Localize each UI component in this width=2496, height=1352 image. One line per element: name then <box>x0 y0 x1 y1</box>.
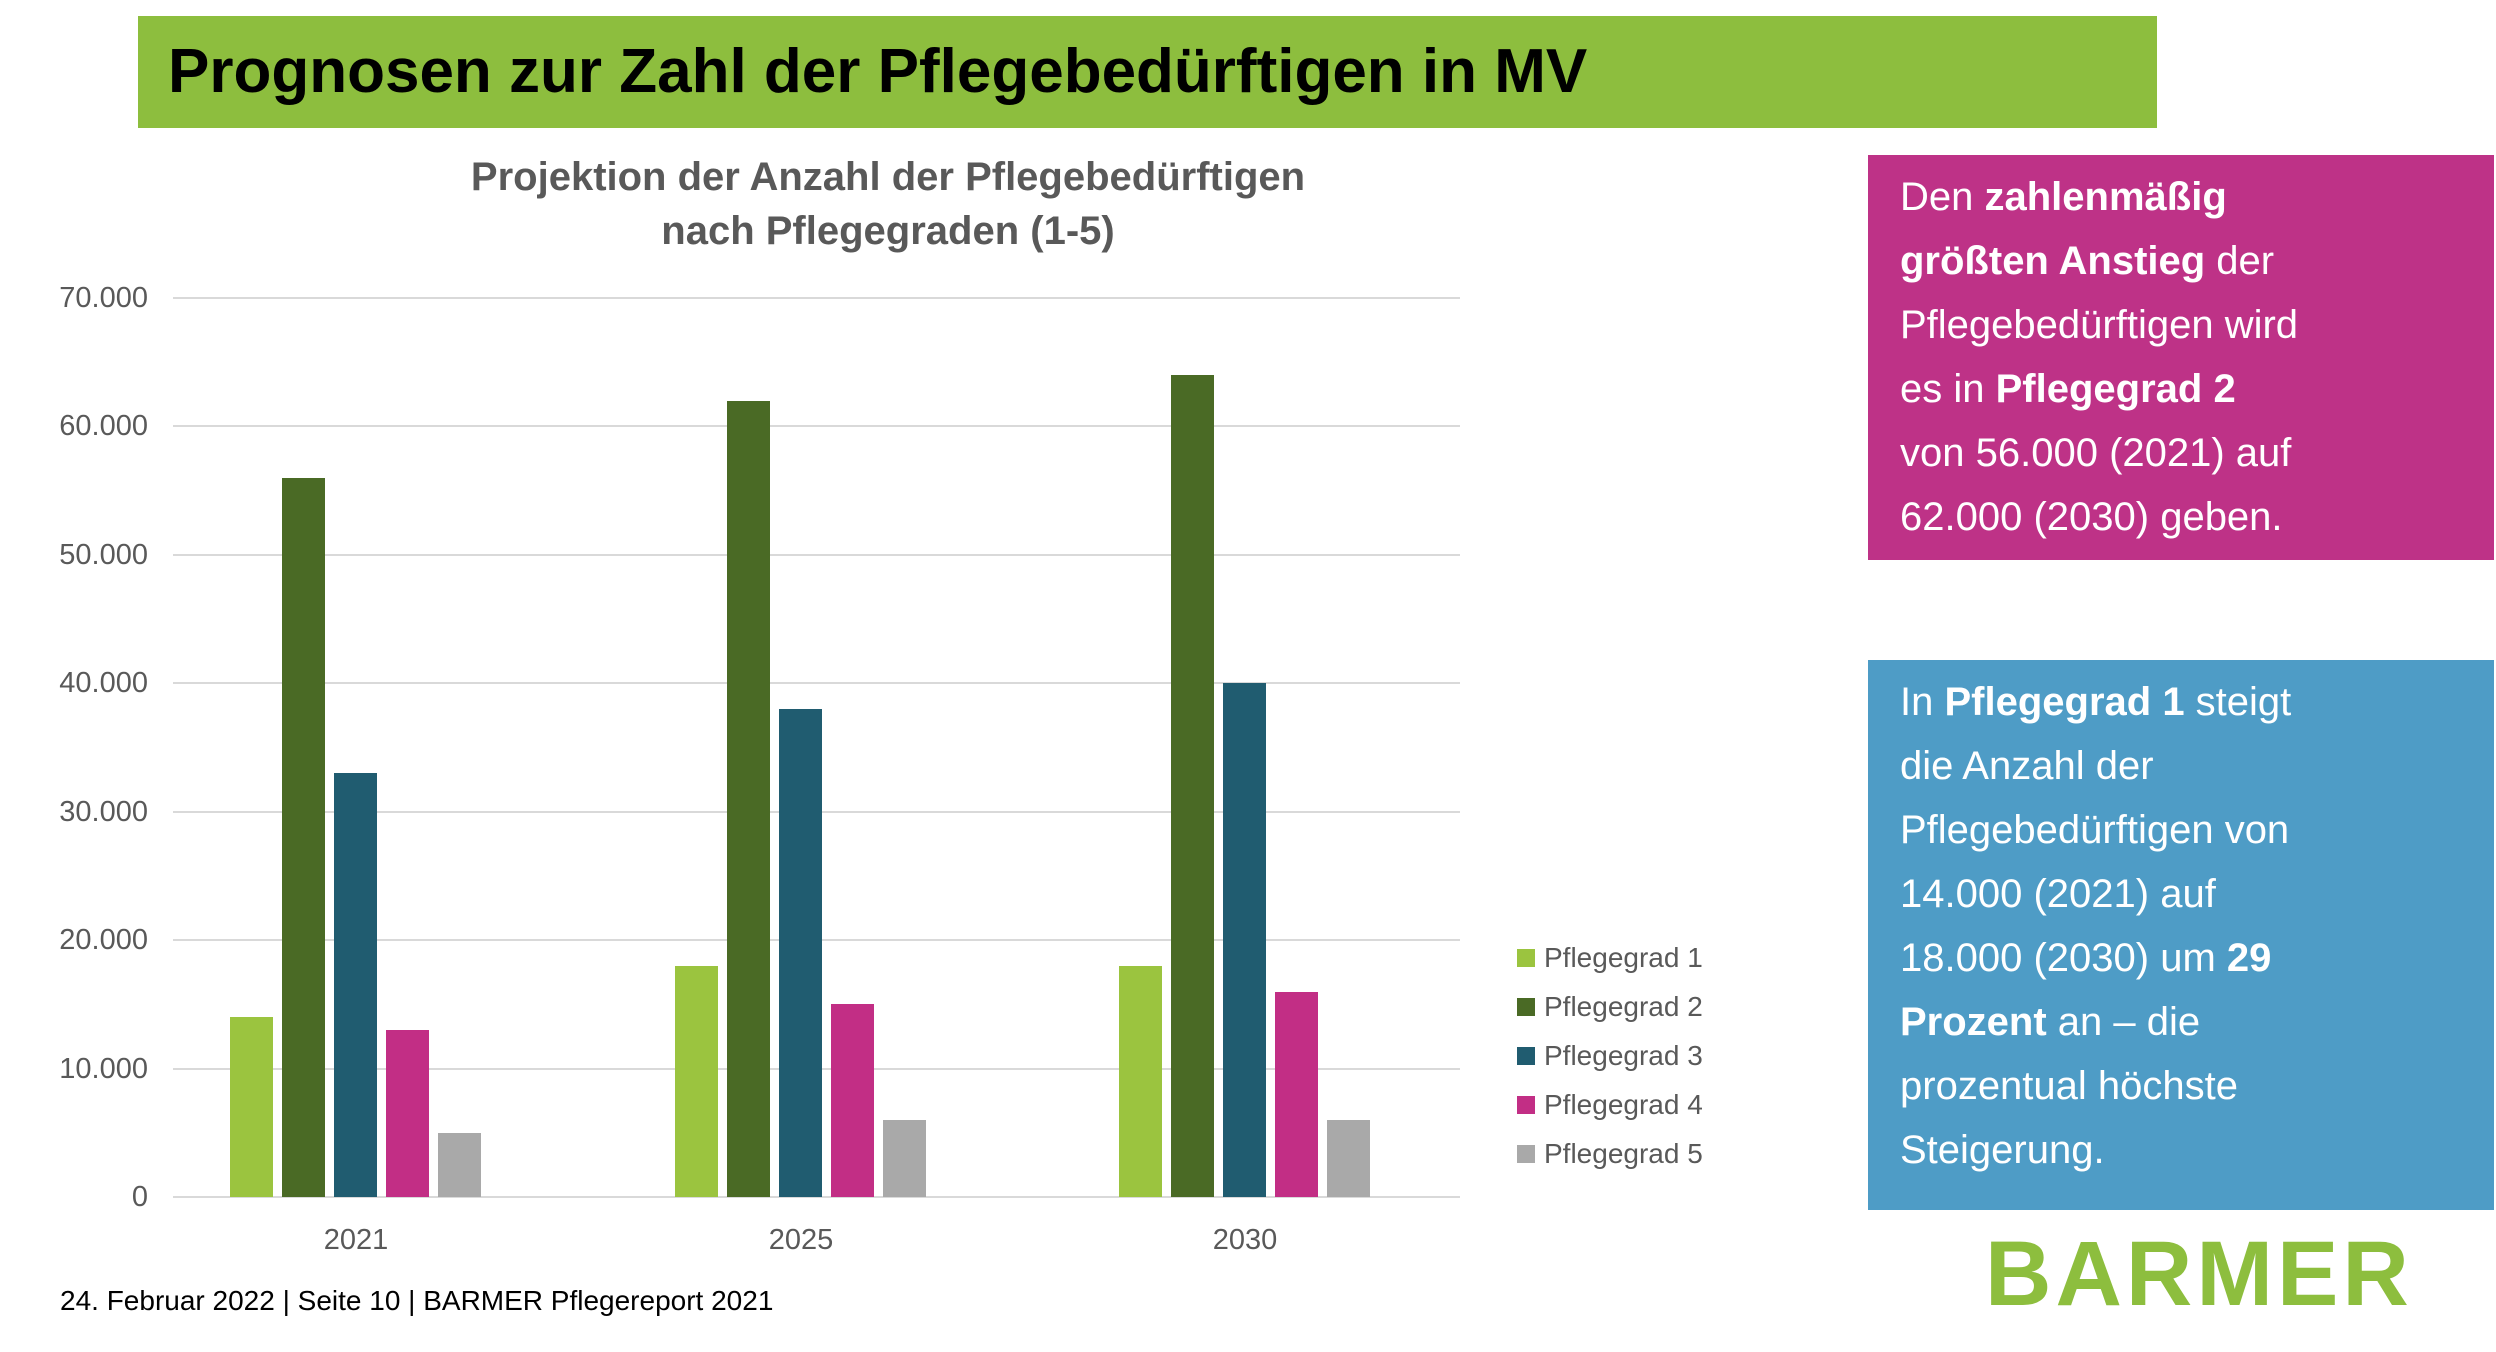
y-tick-label: 40.000 <box>59 667 148 699</box>
header-banner: Prognosen zur Zahl der Pflegebedürftigen… <box>138 16 2157 128</box>
bar-pflegegrad-5-2025 <box>883 1120 926 1197</box>
callout-text: 14.000 (2021) auf <box>1900 872 2216 916</box>
callout-line: Den zahlenmäßig <box>1900 165 2468 229</box>
bar-pflegegrad-5-2021 <box>438 1133 481 1197</box>
legend-item-pflegegrad-2: Pflegegrad 2 <box>1517 991 1703 1022</box>
callout-text: In <box>1900 680 1945 724</box>
callout-text: die Anzahl der <box>1900 744 2154 788</box>
callout-text: an – die <box>2046 1000 2201 1044</box>
bar-pflegegrad-3-2021 <box>334 773 377 1197</box>
gridline <box>173 682 1460 684</box>
gridline <box>173 425 1460 427</box>
y-tick-label: 60.000 <box>59 410 148 442</box>
callout-line: Steigerung. <box>1900 1118 2468 1182</box>
bar-group-2030 <box>1119 375 1370 1197</box>
callout-text-bold: Pflegegrad 1 <box>1944 680 2185 724</box>
callout-line: Pflegebedürftigen wird <box>1900 293 2468 357</box>
callout-line: Prozent an – die <box>1900 990 2468 1054</box>
legend-label: Pflegegrad 3 <box>1544 1040 1703 1071</box>
slide-footer: 24. Februar 2022 | Seite 10 | BARMER Pfl… <box>60 1285 774 1316</box>
callout-line: 18.000 (2030) um 29 <box>1900 926 2468 990</box>
bar-pflegegrad-4-2021 <box>386 1030 429 1197</box>
callout-line: Pflegebedürftigen von <box>1900 798 2468 862</box>
chart-legend: Pflegegrad 1 Pflegegrad 2 Pflegegrad 3 Pfle… <box>1517 942 1703 1189</box>
callout-text: 62.000 (2030) geben. <box>1900 495 2283 539</box>
legend-item-pflegegrad-3: Pflegegrad 3 <box>1517 1040 1703 1071</box>
legend-item-pflegegrad-1: Pflegegrad 1 <box>1517 942 1703 973</box>
page-title: Prognosen zur Zahl der Pflegebedürftigen… <box>168 37 1588 106</box>
callout-text: steigt <box>2184 680 2292 724</box>
x-tick-label-2030: 2030 <box>1212 1224 1278 1256</box>
legend-label: Pflegegrad 1 <box>1544 942 1703 973</box>
callout-line: 14.000 (2021) auf <box>1900 862 2468 926</box>
bar-group-2021 <box>230 478 481 1197</box>
legend-swatch-icon <box>1517 998 1535 1016</box>
bar-group-2025 <box>675 401 926 1197</box>
callout-pflegegrad-1: In Pflegegrad 1 steigt die Anzahl der Pfle… <box>1868 660 2494 1210</box>
callout-text: Den <box>1900 175 1985 219</box>
bar-pflegegrad-4-2030 <box>1275 992 1318 1197</box>
callout-text: Pflegebedürftigen von <box>1900 808 2290 852</box>
callout-line: von 56.000 (2021) auf <box>1900 421 2468 485</box>
callout-text: der <box>2205 239 2275 283</box>
callout-text: es in <box>1900 367 1996 411</box>
y-tick-label: 10.000 <box>59 1053 148 1085</box>
callout-text: Pflegebedürftigen wird <box>1900 303 2299 347</box>
legend-label: Pflegegrad 4 <box>1544 1089 1703 1120</box>
x-tick-label-2025: 2025 <box>768 1224 834 1256</box>
y-tick-label: 30.000 <box>59 796 148 828</box>
x-axis-baseline <box>173 1196 1460 1198</box>
callout-text: Steigerung. <box>1900 1128 2105 1172</box>
legend-item-pflegegrad-4: Pflegegrad 4 <box>1517 1089 1703 1120</box>
y-tick-label: 20.000 <box>59 924 148 956</box>
legend-item-pflegegrad-5: Pflegegrad 5 <box>1517 1138 1703 1169</box>
callout-text: prozentual höchste <box>1900 1064 2239 1108</box>
gridline <box>173 554 1460 556</box>
legend-swatch-icon <box>1517 1145 1535 1163</box>
legend-swatch-icon <box>1517 949 1535 967</box>
callout-line: 62.000 (2030) geben. <box>1900 485 2468 549</box>
callout-line: es in Pflegegrad 2 <box>1900 357 2468 421</box>
legend-label: Pflegegrad 2 <box>1544 991 1703 1022</box>
bar-pflegegrad-1-2025 <box>675 966 718 1197</box>
callout-text-bold: 29 <box>2226 936 2272 980</box>
bar-pflegegrad-5-2030 <box>1327 1120 1370 1197</box>
chart-title-line-2: nach Pflegegraden (1-5) <box>661 209 1115 253</box>
bar-pflegegrad-2-2030 <box>1171 375 1214 1197</box>
bar-pflegegrad-2-2021 <box>282 478 325 1197</box>
bar-pflegegrad-1-2030 <box>1119 966 1162 1197</box>
callout-line: prozentual höchste <box>1900 1054 2468 1118</box>
barmer-logo: BARMER <box>1985 1223 2413 1325</box>
y-tick-label: 70.000 <box>59 282 148 314</box>
bar-pflegegrad-2-2025 <box>727 401 770 1197</box>
bar-pflegegrad-3-2025 <box>779 709 822 1197</box>
legend-swatch-icon <box>1517 1047 1535 1065</box>
chart-title: Projektion der Anzahl der Pflegebedürfti… <box>288 150 1488 258</box>
callout-pflegegrad-2: Den zahlenmäßig größten Anstieg der Pflege… <box>1868 155 2494 560</box>
bar-pflegegrad-1-2021 <box>230 1017 273 1197</box>
bar-pflegegrad-3-2030 <box>1223 683 1266 1197</box>
chart-title-line-1: Projektion der Anzahl der Pflegebedürfti… <box>470 155 1306 199</box>
x-tick-label-2021: 2021 <box>323 1224 389 1256</box>
callout-text-bold: größten Anstieg <box>1900 239 2206 283</box>
callout-text-bold: zahlenmäßig <box>1984 175 2227 219</box>
callout-text-bold: Prozent <box>1900 1000 2047 1044</box>
callout-text-bold: Pflegegrad 2 <box>1995 367 2236 411</box>
callout-text: 18.000 (2030) um <box>1900 936 2227 980</box>
callout-line: größten Anstieg der <box>1900 229 2468 293</box>
callout-text: von 56.000 (2021) auf <box>1900 431 2292 475</box>
gridline <box>173 297 1460 299</box>
legend-swatch-icon <box>1517 1096 1535 1114</box>
legend-label: Pflegegrad 5 <box>1544 1138 1703 1169</box>
bar-pflegegrad-4-2025 <box>831 1004 874 1197</box>
y-tick-label: 0 <box>131 1181 148 1213</box>
callout-line: In Pflegegrad 1 steigt <box>1900 670 2468 734</box>
plot-area <box>173 297 1460 1198</box>
callout-line: die Anzahl der <box>1900 734 2468 798</box>
y-tick-label: 50.000 <box>59 539 148 571</box>
